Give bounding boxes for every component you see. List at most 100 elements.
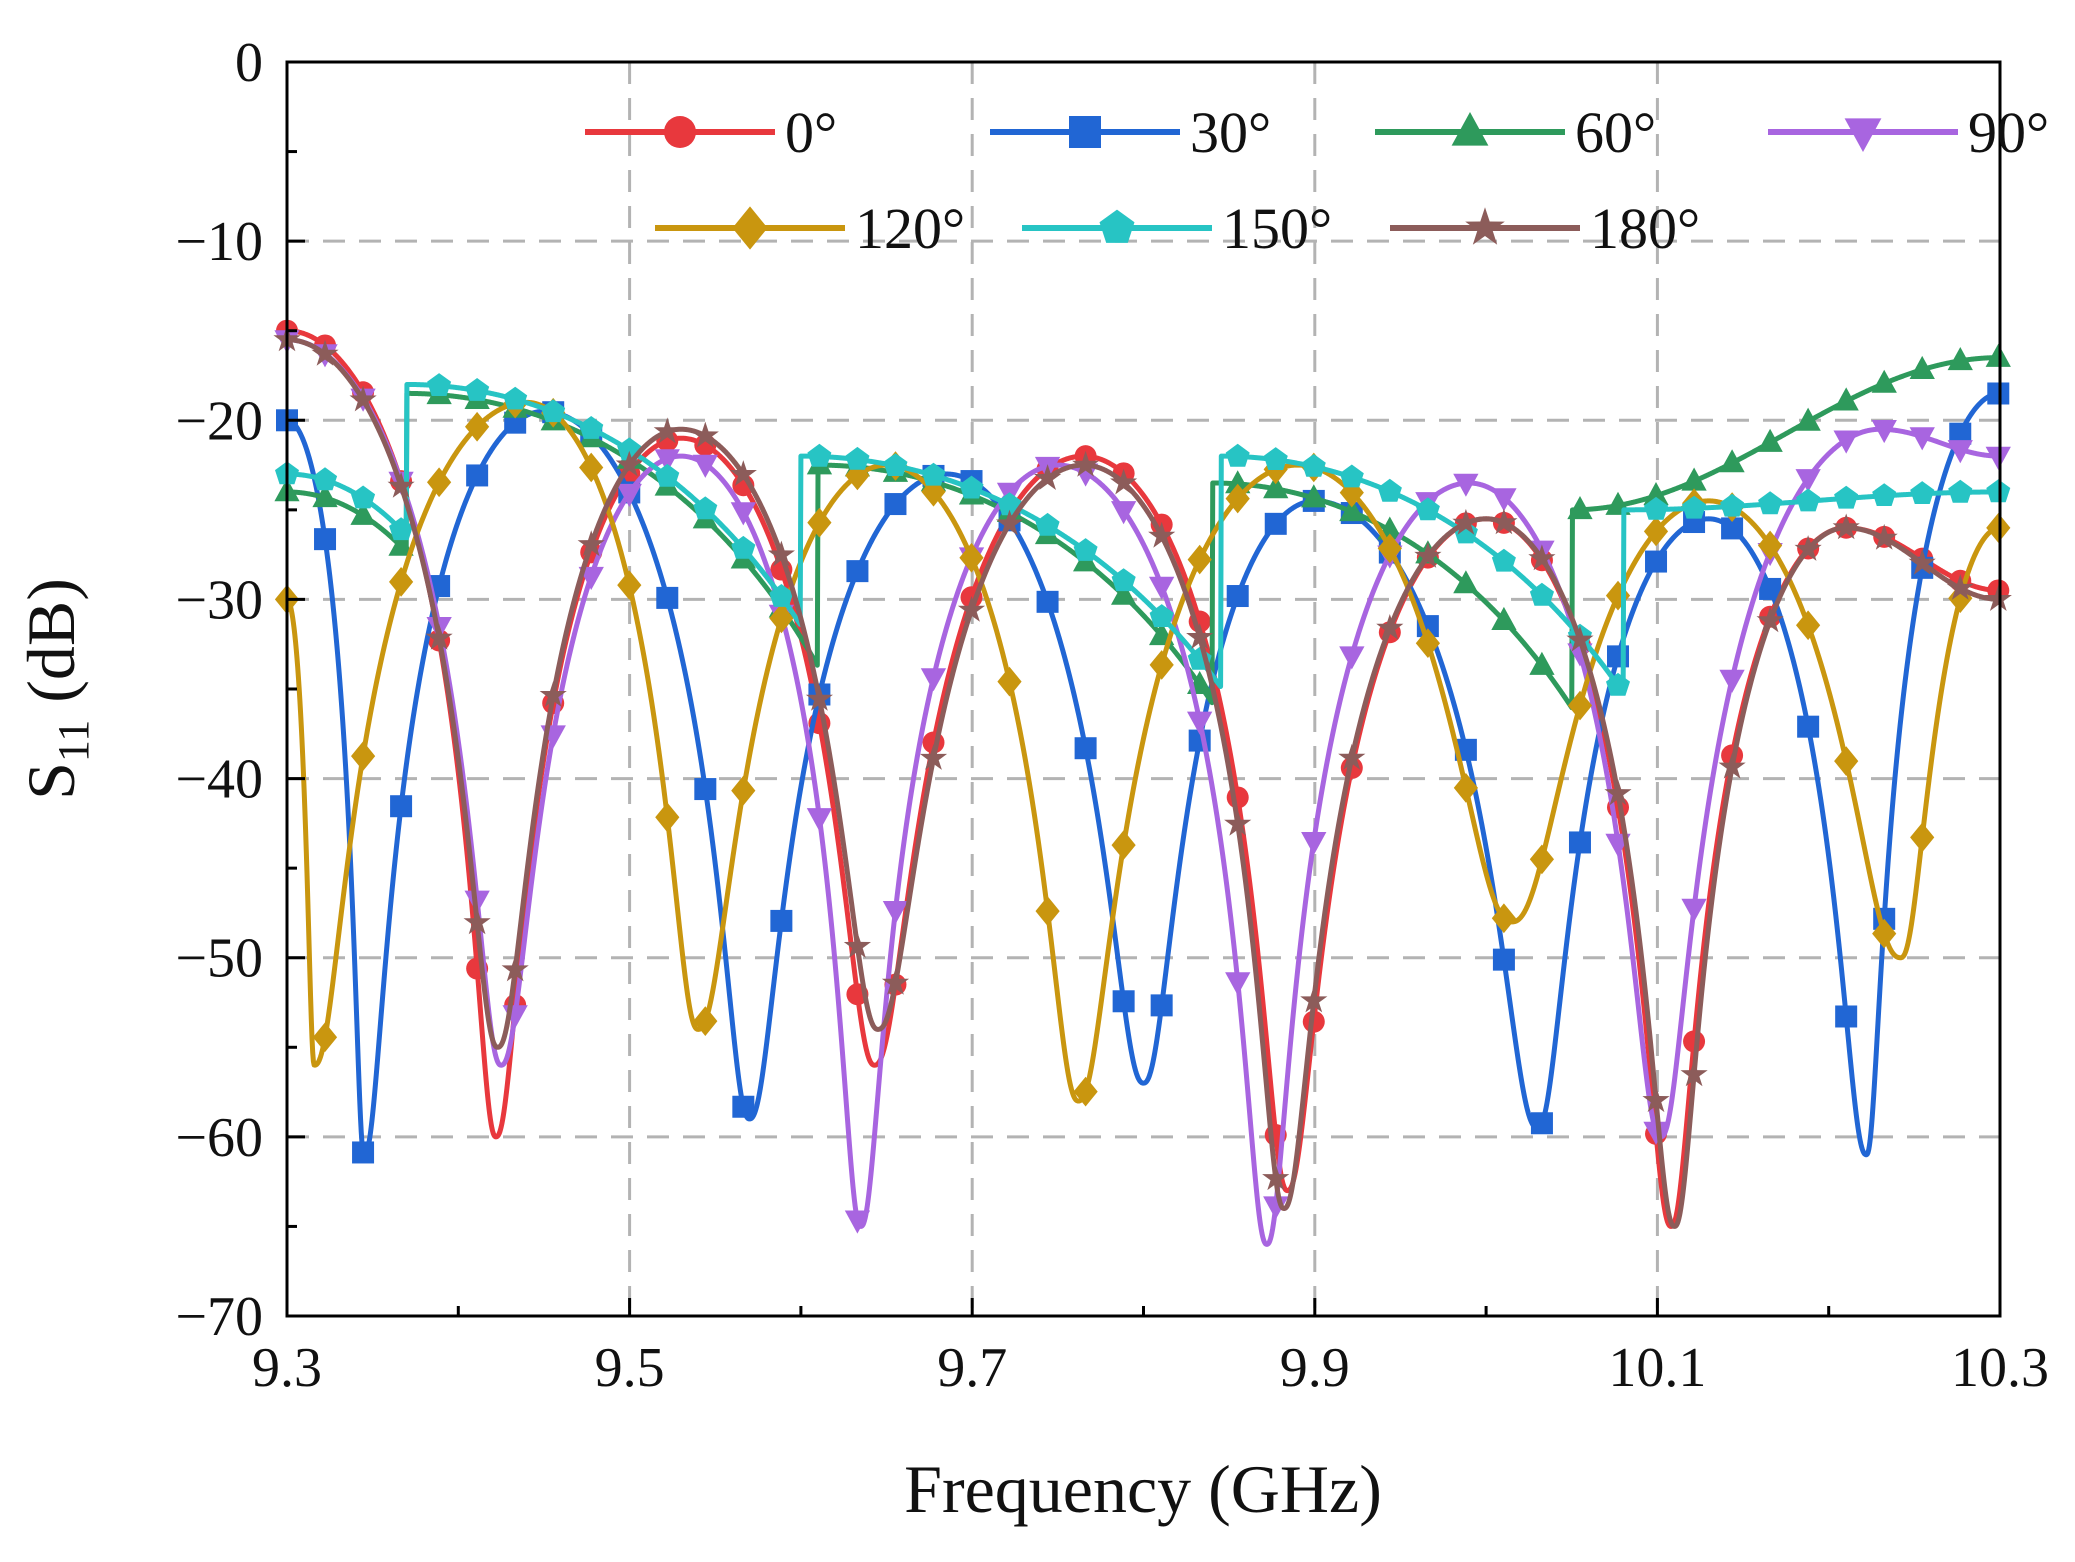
data-point — [995, 509, 1024, 536]
data-point — [1872, 918, 1897, 949]
data-point — [806, 808, 833, 832]
data-point — [1073, 1076, 1098, 1107]
data-point — [846, 560, 869, 583]
data-point — [883, 453, 908, 476]
data-point — [997, 666, 1022, 697]
data-point — [1682, 495, 1707, 519]
data-point — [731, 535, 756, 559]
data-point — [1262, 1164, 1290, 1191]
data-point — [1301, 832, 1327, 856]
data-point — [656, 586, 679, 609]
data-point — [1757, 428, 1783, 452]
data-point — [1453, 473, 1479, 497]
data-point — [427, 467, 452, 498]
data-point — [1110, 468, 1138, 495]
data-point — [578, 566, 604, 590]
data-point — [1376, 614, 1404, 640]
data-point — [653, 417, 681, 444]
data-point — [1835, 1005, 1858, 1028]
data-point — [1186, 623, 1214, 649]
data-point — [1035, 512, 1060, 536]
data-point — [1263, 447, 1288, 470]
data-point — [349, 385, 377, 412]
data-point — [1909, 427, 1935, 451]
data-point — [1872, 483, 1897, 506]
data-point — [1224, 809, 1252, 836]
series-triangle-down — [274, 330, 2011, 1247]
data-point — [1111, 581, 1137, 605]
data-point — [1225, 443, 1250, 467]
data-point — [1910, 481, 1935, 504]
data-point — [1415, 628, 1440, 658]
data-point — [805, 684, 833, 711]
data-point — [1642, 1086, 1670, 1113]
y-axis-title-sub: 11 — [49, 720, 98, 762]
data-point — [1566, 625, 1594, 652]
data-point — [1301, 484, 1327, 508]
data-point — [539, 681, 567, 707]
grid-layer — [287, 62, 2000, 1316]
data-point — [1377, 478, 1402, 502]
data-point — [1834, 485, 1859, 509]
y-axis-title-main: S — [13, 762, 89, 800]
data-point — [1871, 420, 1897, 444]
data-point — [730, 502, 756, 526]
series-triangle-up — [274, 343, 2011, 711]
data-point — [351, 485, 376, 509]
series-line — [285, 337, 2002, 1229]
data-point — [1909, 355, 1935, 379]
data-point — [1680, 1060, 1708, 1087]
data-point — [1720, 493, 1745, 517]
y-tick-label: −10 — [175, 211, 263, 273]
x-tick-label: 9.9 — [1280, 1337, 1350, 1399]
data-point — [1833, 430, 1859, 454]
data-point — [957, 595, 986, 622]
legend-marker — [664, 116, 696, 148]
data-point — [1339, 498, 1365, 522]
data-point — [692, 454, 718, 478]
data-point — [312, 1022, 338, 1053]
data-point — [1681, 898, 1707, 922]
x-tick-label: 9.3 — [252, 1337, 322, 1399]
data-point — [1985, 343, 2011, 367]
data-point — [351, 741, 376, 771]
data-point — [1491, 548, 1516, 572]
data-point — [1035, 896, 1060, 926]
data-point — [881, 968, 910, 995]
series-line — [285, 337, 2002, 1247]
plot-frame — [285, 60, 2002, 1318]
data-point — [1225, 470, 1251, 494]
data-point — [920, 668, 947, 692]
data-point — [1644, 496, 1669, 520]
data-point — [1491, 903, 1516, 934]
data-point — [1073, 538, 1098, 561]
series-layer — [273, 319, 2012, 1247]
data-point — [1415, 497, 1440, 521]
data-point — [655, 463, 680, 487]
y-tick-label: −50 — [175, 928, 263, 990]
data-point — [1643, 516, 1669, 547]
data-point — [314, 528, 337, 551]
data-point — [1339, 464, 1364, 488]
data-point — [1263, 475, 1289, 499]
series-line — [285, 399, 2002, 1104]
data-point — [1567, 690, 1593, 721]
data-point — [1681, 467, 1707, 491]
data-point — [1643, 482, 1669, 506]
data-point — [1946, 574, 1974, 600]
data-point — [1492, 948, 1515, 971]
data-point — [1719, 449, 1745, 473]
data-point — [352, 1141, 375, 1164]
data-point — [1949, 422, 1972, 445]
data-point — [1149, 604, 1174, 627]
data-point — [1567, 496, 1593, 520]
data-point — [884, 493, 907, 516]
data-point — [388, 532, 414, 556]
data-point — [1947, 347, 1973, 371]
data-point — [1036, 590, 1059, 613]
data-point — [311, 339, 339, 366]
data-point — [1074, 737, 1097, 760]
legend-marker — [1465, 207, 1505, 245]
data-point — [769, 584, 794, 607]
data-point — [1491, 488, 1517, 512]
